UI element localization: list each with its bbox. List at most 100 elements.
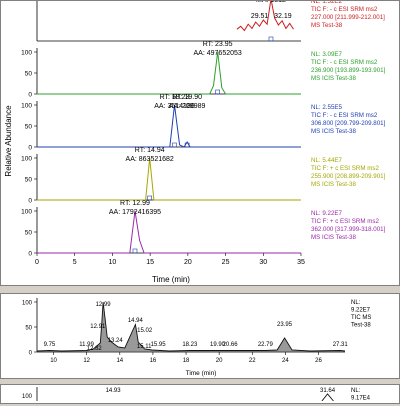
y-tick-label: 0 [28, 251, 32, 258]
y-tick-label: 50 [25, 124, 33, 131]
tic-info-line: NL: [351, 300, 361, 306]
peak-label: AA: 3514186 [154, 103, 195, 110]
tic-peak-label: 11.99 [79, 342, 94, 348]
trace-line-1 [236, 0, 294, 32]
tic-info-line: 9.22E7 [351, 308, 371, 314]
peak-label: 32.19 [274, 13, 292, 20]
tic-peak-label: 15.11 [137, 344, 152, 350]
tic-peak-label: 14.94 [128, 318, 144, 324]
trace-info-line: MS ICIS Test-38 [311, 75, 356, 82]
trace-info-line: MS ICIS Test-38 [311, 128, 356, 135]
peak-label: RT: 23.95 [203, 41, 233, 48]
peak-marker [184, 142, 190, 148]
trace-info-line: MS ICIS Test-38 [311, 181, 356, 188]
tic-y-tick-label: 100 [22, 301, 33, 307]
trace-info-line: NL: 5.44E7 [311, 157, 343, 164]
bottom-trace-line [321, 393, 334, 402]
x-tick-label: 25 [222, 259, 230, 266]
y-tick-label: 0 [28, 198, 32, 205]
tic-info-line: TIC MS [351, 315, 371, 321]
peak-label: RT: 14.94 [135, 147, 165, 154]
x-tick-label: 15 [146, 259, 154, 266]
y-tick-label: 100 [21, 209, 32, 216]
trace-info-line: TIC F: - c ESI SRM ms2 [311, 59, 378, 66]
x-tick-label: 10 [109, 259, 117, 266]
tic-peak-label: 12.82 [87, 346, 103, 352]
tic-peak-label: 13.24 [108, 338, 124, 344]
peak-label: RT: 12.99 [120, 200, 150, 207]
peak-label: MA: 1312 [256, 1, 286, 4]
bottom-y-tick-label: 100 [22, 394, 33, 400]
tic-peak-label: 15.02 [137, 328, 153, 334]
trace-info-line: 227.000 [211.999-212.001] [311, 14, 385, 21]
tic-x-tick-label: 24 [282, 358, 289, 364]
tic-peak-label: 19.90 [210, 342, 226, 348]
trace-info-line: 306.800 [209.799-209.801] [311, 120, 386, 127]
tic-trace-line [36, 301, 346, 352]
bottom-info-line: 9.17E4 [351, 396, 371, 402]
tic-x-tick-label: 12 [83, 358, 90, 364]
tic-peak-label: 9.75 [44, 342, 56, 348]
peak-marker [147, 195, 152, 201]
y-tick-label: 100 [21, 156, 32, 163]
bottom-peak-label: 31.64 [320, 388, 336, 394]
tic-peak-label: 22.79 [258, 342, 274, 348]
x-tick-label: 5 [73, 259, 77, 266]
tic-y-tick-label: 0 [29, 351, 33, 357]
tic-peak-label: 12.91 [90, 324, 106, 330]
peak-marker [132, 248, 138, 254]
trace-info-line: 255.900 [208.899-209.901] [311, 173, 386, 180]
tic-x-tick-label: 22 [249, 358, 256, 364]
y-tick-label: 100 [21, 103, 32, 110]
tic-panel: 100 50 0 10 12 14 16 18 20 22 24 26 12.99 12.91 13.24 1… [0, 293, 400, 379]
trace-info-line: NL: 3.09E7 [311, 51, 343, 58]
trace-info-line: NL: 9.22E7 [311, 210, 343, 217]
bottom-info-line: NL: [351, 388, 361, 394]
tic-x-tick-label: 26 [315, 358, 322, 364]
tic-info-line: Test-38 [351, 323, 371, 329]
y-tick-label: 100 [21, 50, 32, 57]
trace-info-line: 362.000 [317.999-318.001] [311, 226, 386, 233]
tic-chart: 100 50 0 10 12 14 16 18 20 22 24 26 12.99 12.91 13.24 1… [22, 298, 371, 377]
tic-peak-label: 12.99 [96, 302, 112, 308]
tic-x-axis-label: Time (min) [186, 370, 217, 377]
trace-line-4 [37, 157, 301, 201]
trace-info-line: NL: 1.52E2 [311, 1, 343, 5]
trace-info-line: TIC F: - c ESI SRM ms2 [311, 112, 378, 119]
y-tick-label: 50 [25, 71, 33, 78]
peak-label: 29.51 [251, 13, 269, 20]
trace-line-5 [37, 210, 301, 254]
bottom-panel: 100 14.93 31.64 NL: 9.17E4 [0, 384, 400, 404]
bottom-peak-label: 14.93 [106, 388, 122, 394]
tic-x-tick-label: 20 [216, 358, 223, 364]
tic-peak-label: 20.66 [223, 342, 239, 348]
x-tick-label: 20 [184, 259, 192, 266]
tic-x-tick-label: 16 [150, 358, 157, 364]
trace-info-line: TIC F: + c ESI SRM ms2 [311, 165, 379, 172]
x-tick-label: 35 [297, 259, 305, 266]
tic-peak-label: 23.95 [277, 322, 293, 328]
trace-info-line: TIC F: + c ESI SRM ms2 [311, 218, 379, 225]
tic-peak-label: 15.95 [151, 342, 167, 348]
peak-marker [268, 36, 274, 42]
tic-peak-label: 18.23 [182, 342, 198, 348]
tic-x-tick-label: 18 [183, 358, 190, 364]
trace-info-line: NL: 2.55E5 [311, 104, 343, 111]
tic-y-tick-label: 50 [25, 326, 32, 332]
peak-label: AA: 209989 [169, 103, 206, 110]
trace-info-line: 236.900 [193.899-193.901] [311, 67, 386, 74]
peak-marker [215, 89, 220, 95]
trace-line-3 [37, 104, 301, 148]
y-tick-label: 50 [25, 177, 33, 184]
peak-label: RT: 19.90 [172, 94, 202, 101]
x-tick-label: 30 [259, 259, 267, 266]
y-tick-label: 0 [28, 92, 32, 99]
tic-peak-label: 27.31 [333, 342, 349, 348]
trace-info-line: MS Test-38 [311, 22, 343, 29]
tic-x-tick-label: 14 [116, 358, 123, 364]
trace-line-2 [37, 51, 301, 95]
x-tick-label: 0 [35, 259, 39, 266]
